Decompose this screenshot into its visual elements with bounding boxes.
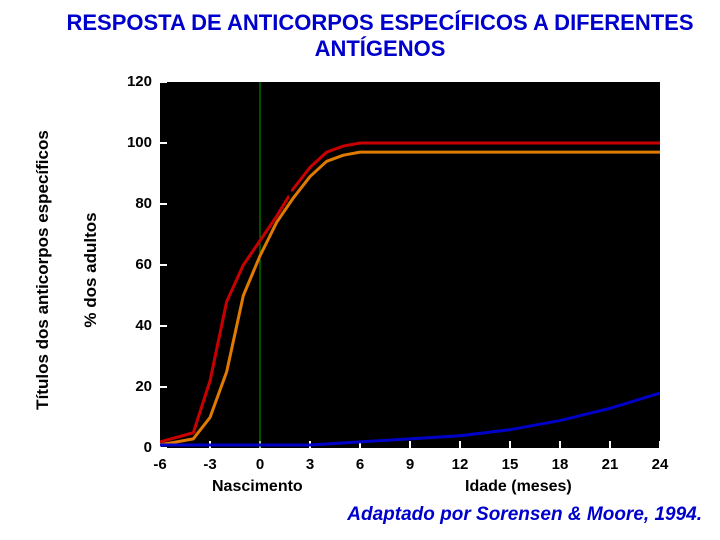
xtick-21: 21: [593, 456, 627, 473]
ytick-60: 60: [112, 256, 152, 273]
xtick-24: 24: [643, 456, 677, 473]
ytick-0: 0: [112, 439, 152, 456]
ytick-20: 20: [112, 378, 152, 395]
x-axis-label-nascimento: Nascimento: [212, 478, 303, 496]
ytick-80: 80: [112, 195, 152, 212]
xtick-18: 18: [543, 456, 577, 473]
ytick-40: 40: [112, 317, 152, 334]
slide: RESPOSTA DE ANTICORPOS ESPECÍFICOS A DIF…: [0, 0, 720, 540]
xtick-9: 9: [393, 456, 427, 473]
xtick-15: 15: [493, 456, 527, 473]
ytick-120: 120: [112, 73, 152, 90]
slide-title: RESPOSTA DE ANTICORPOS ESPECÍFICOS A DIF…: [60, 10, 700, 63]
annot-polissacarides: Polissacárides: [370, 378, 475, 395]
chart: 120 100 80 60 40 20 0 -6 -3 0 3 6 9 12 1…: [160, 82, 660, 448]
y-axis-label-outer: Títulos dos anticorpos específicos: [28, 90, 58, 450]
annot-proteinas: Proteínas: [270, 110, 338, 127]
x-axis-label-idade: Idade (meses): [465, 478, 572, 496]
xtick-3: 3: [293, 456, 327, 473]
xtick-6: 6: [343, 456, 377, 473]
ytick-100: 100: [112, 134, 152, 151]
y-axis-label-inner: % dos adultos: [76, 90, 106, 450]
annot-conjugados: Conjugados: [332, 202, 419, 219]
xtick--3: -3: [193, 456, 227, 473]
citation: Adaptado por Sorensen & Moore, 1994.: [347, 504, 702, 526]
xtick-0: 0: [243, 456, 277, 473]
xtick-12: 12: [443, 456, 477, 473]
xtick--6: -6: [143, 456, 177, 473]
